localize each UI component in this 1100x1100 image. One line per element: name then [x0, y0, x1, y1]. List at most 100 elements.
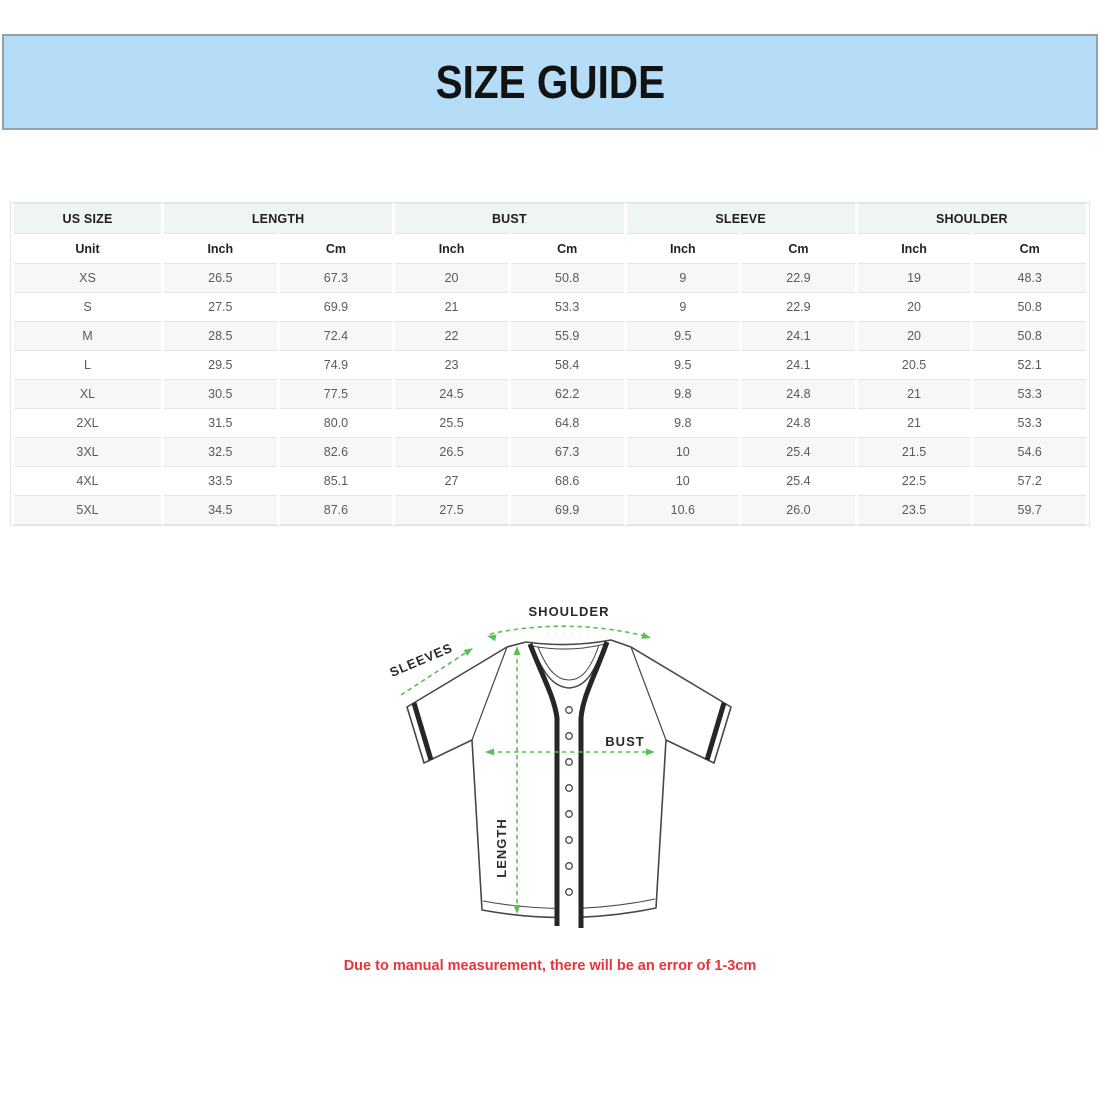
- length-label: LENGTH: [494, 818, 509, 877]
- measurement-disclaimer: Due to manual measurement, there will be…: [343, 958, 757, 974]
- table-cell: 28.5: [161, 321, 280, 351]
- unit-header: Inch: [392, 233, 511, 264]
- table-cell: 9: [623, 292, 743, 322]
- table-cell: 22: [392, 321, 511, 351]
- unit-header: Cm: [276, 233, 396, 264]
- table-row: XS 26.5 67.3 20 50.8 9 22.9 19 48.3: [11, 263, 1089, 293]
- table-cell: 64.8: [507, 408, 627, 438]
- table-cell: 53.3: [507, 292, 627, 322]
- size-guide-banner: SIZE GUIDE: [2, 34, 1098, 130]
- table-cell: 69.9: [507, 495, 627, 525]
- col-header-length: LENGTH: [160, 203, 396, 234]
- table-cell: 31.5: [161, 408, 280, 438]
- table-cell: 87.6: [276, 495, 396, 525]
- table-cell: 22.9: [739, 292, 858, 322]
- table-row: 3XL 32.5 82.6 26.5 67.3 10 25.4 21.5 54.…: [11, 437, 1089, 467]
- table-group-header-row: US SIZE LENGTH BUST SLEEVE SHOULDER: [11, 203, 1090, 234]
- table-cell: 74.9: [276, 350, 396, 380]
- table-cell: 27: [392, 466, 511, 496]
- table-cell: 80.0: [276, 408, 396, 438]
- unit-header: Cm: [507, 233, 627, 264]
- table-cell: 26.5: [161, 263, 280, 293]
- table-cell: 23: [392, 350, 511, 380]
- table-cell: 27.5: [161, 292, 280, 322]
- measurement-diagram: SHOULDER SLEEVES BUST LENGTH: [379, 580, 749, 944]
- table-cell: 48.3: [970, 263, 1089, 293]
- unit-header: Unit: [11, 233, 164, 264]
- table-cell: 26.0: [739, 495, 858, 525]
- table-cell: 82.6: [276, 437, 396, 467]
- table-cell: 9.5: [623, 350, 743, 380]
- table-row: 5XL 34.5 87.6 27.5 69.9 10.6 26.0 23.5 5…: [11, 495, 1089, 525]
- table-cell: 24.1: [739, 350, 858, 380]
- table-cell: 62.2: [507, 379, 627, 409]
- unit-header: Cm: [739, 233, 858, 264]
- table-cell: 77.5: [276, 379, 396, 409]
- table-cell: 21.5: [854, 437, 974, 467]
- shoulder-label: SHOULDER: [529, 604, 610, 619]
- table-cell: 20: [392, 263, 511, 293]
- table-cell: 20: [854, 321, 974, 351]
- table-cell: 57.2: [970, 466, 1089, 496]
- unit-header: Inch: [623, 233, 743, 264]
- table-cell: 30.5: [161, 379, 280, 409]
- size-label: XS: [11, 263, 164, 293]
- table-cell: 23.5: [854, 495, 974, 525]
- size-label: 4XL: [11, 466, 164, 496]
- table-cell: 53.3: [970, 408, 1089, 438]
- table-cell: 24.8: [739, 379, 858, 409]
- placket-buttons: [565, 706, 573, 896]
- table-cell: 10.6: [623, 495, 743, 525]
- sleeves-label: SLEEVES: [387, 640, 455, 680]
- size-label: 2XL: [11, 408, 164, 438]
- table-row: 2XL 31.5 80.0 25.5 64.8 9.8 24.8 21 53.3: [11, 408, 1089, 438]
- size-table: US SIZE LENGTH BUST SLEEVE SHOULDER Unit…: [11, 203, 1090, 525]
- table-cell: 72.4: [276, 321, 396, 351]
- size-table-container: US SIZE LENGTH BUST SLEEVE SHOULDER Unit…: [10, 202, 1090, 526]
- table-cell: 52.1: [970, 350, 1089, 380]
- table-cell: 33.5: [161, 466, 280, 496]
- unit-header: Inch: [854, 233, 974, 264]
- table-cell: 19: [854, 263, 974, 293]
- shoulder-arrow-line: [489, 625, 650, 638]
- table-cell: 27.5: [392, 495, 511, 525]
- table-cell: 21: [854, 379, 974, 409]
- table-cell: 10: [623, 466, 743, 496]
- col-header-us-size: US SIZE: [11, 203, 164, 234]
- table-cell: 20: [854, 292, 974, 322]
- bust-label: BUST: [605, 734, 644, 749]
- table-cell: 69.9: [276, 292, 396, 322]
- table-cell: 22.9: [739, 263, 858, 293]
- table-cell: 67.3: [276, 263, 396, 293]
- table-cell: 58.4: [507, 350, 627, 380]
- size-label: L: [11, 350, 164, 380]
- unit-header: Cm: [970, 233, 1089, 264]
- table-cell: 25.4: [739, 466, 858, 496]
- table-row: 4XL 33.5 85.1 27 68.6 10 25.4 22.5 57.2: [11, 466, 1089, 496]
- table-cell: 21: [392, 292, 511, 322]
- table-cell: 25.5: [392, 408, 511, 438]
- table-cell: 20.5: [854, 350, 974, 380]
- size-label: XL: [11, 379, 164, 409]
- right-cuff-stripe: [704, 702, 727, 761]
- table-cell: 24.8: [739, 408, 858, 438]
- table-cell: 24.1: [739, 321, 858, 351]
- table-cell: 9.5: [623, 321, 743, 351]
- table-cell: 50.8: [970, 292, 1089, 322]
- table-unit-header-row: Unit Inch Cm Inch Cm Inch Cm Inch Cm: [11, 233, 1089, 264]
- table-row: S 27.5 69.9 21 53.3 9 22.9 20 50.8: [11, 292, 1089, 322]
- size-label: 3XL: [11, 437, 164, 467]
- table-cell: 24.5: [392, 379, 511, 409]
- table-row: L 29.5 74.9 23 58.4 9.5 24.1 20.5 52.1: [11, 350, 1089, 380]
- jersey-outline: [406, 639, 732, 928]
- table-cell: 54.6: [970, 437, 1089, 467]
- table-cell: 25.4: [739, 437, 858, 467]
- table-cell: 34.5: [161, 495, 280, 525]
- table-cell: 85.1: [276, 466, 396, 496]
- table-cell: 9.8: [623, 408, 743, 438]
- unit-header: Inch: [161, 233, 280, 264]
- table-cell: 22.5: [854, 466, 974, 496]
- measurement-arrows: [400, 625, 650, 910]
- table-cell: 9: [623, 263, 743, 293]
- size-label: S: [11, 292, 164, 322]
